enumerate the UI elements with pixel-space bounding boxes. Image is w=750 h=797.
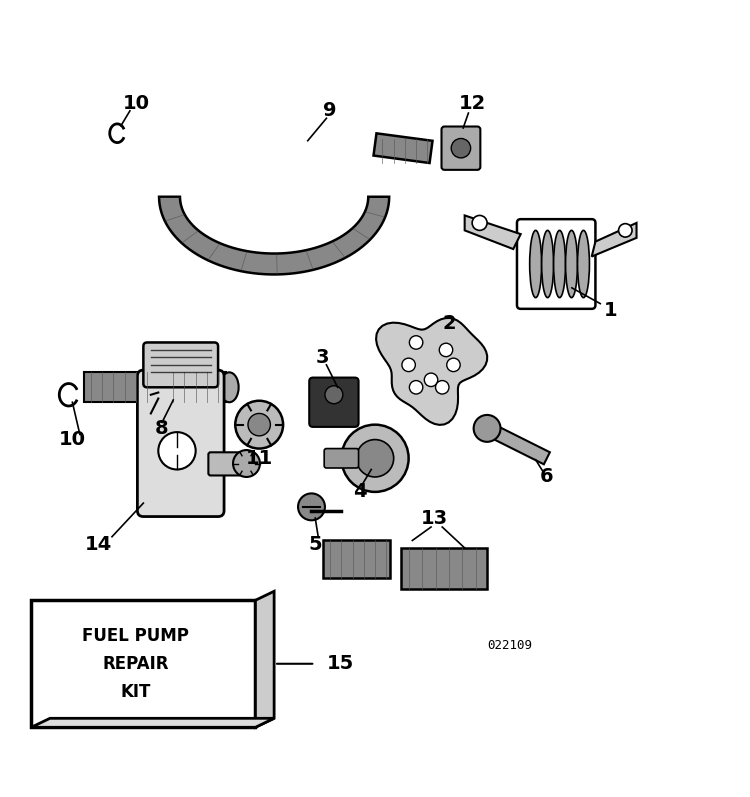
Circle shape [298,493,325,520]
Circle shape [424,373,438,387]
Text: 9: 9 [323,101,337,120]
FancyBboxPatch shape [32,600,256,728]
Text: 5: 5 [308,535,322,554]
Text: 15: 15 [326,654,354,673]
Text: 10: 10 [58,430,86,449]
Text: 14: 14 [85,535,112,554]
Circle shape [410,380,423,394]
Polygon shape [83,372,151,402]
Text: 3: 3 [316,348,329,367]
Circle shape [402,358,416,371]
Ellipse shape [578,230,590,297]
Polygon shape [374,133,433,163]
Circle shape [410,336,423,349]
Circle shape [158,432,196,469]
Polygon shape [32,718,274,728]
Circle shape [436,380,449,394]
Polygon shape [401,548,487,590]
Text: 10: 10 [122,94,149,113]
Circle shape [248,414,271,436]
Ellipse shape [566,230,578,297]
Ellipse shape [341,425,409,492]
Circle shape [472,215,487,230]
FancyBboxPatch shape [442,127,480,170]
Ellipse shape [530,230,542,297]
Circle shape [452,139,471,158]
Text: 022109: 022109 [487,638,532,652]
Polygon shape [376,318,488,425]
Circle shape [236,401,283,449]
Text: 4: 4 [353,482,367,501]
Ellipse shape [220,372,239,402]
Circle shape [325,386,343,404]
FancyBboxPatch shape [143,343,218,387]
FancyBboxPatch shape [309,378,358,427]
Circle shape [474,415,500,442]
Text: 8: 8 [155,419,169,438]
Polygon shape [159,197,389,274]
Circle shape [233,450,260,477]
FancyBboxPatch shape [209,453,242,476]
Polygon shape [465,215,520,249]
Circle shape [447,358,460,371]
Polygon shape [256,591,274,728]
Polygon shape [592,223,637,257]
Text: KIT: KIT [121,683,151,701]
FancyBboxPatch shape [137,370,224,516]
Polygon shape [491,426,550,465]
Polygon shape [322,540,390,578]
Circle shape [356,440,394,477]
Ellipse shape [542,230,554,297]
Text: FUEL PUMP: FUEL PUMP [82,626,189,645]
Text: 13: 13 [422,508,448,528]
Text: 6: 6 [540,468,554,486]
FancyBboxPatch shape [324,449,358,468]
Circle shape [440,344,453,356]
Text: 11: 11 [245,449,273,468]
Text: REPAIR: REPAIR [103,655,170,673]
Text: 2: 2 [443,314,457,333]
Text: 1: 1 [604,300,617,320]
Circle shape [619,224,632,237]
Text: 12: 12 [458,94,486,113]
Ellipse shape [554,230,566,297]
Polygon shape [166,372,226,402]
